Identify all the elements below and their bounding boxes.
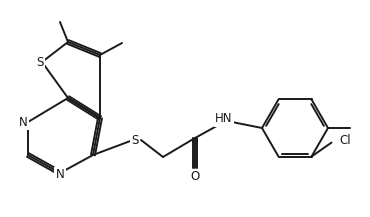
- Text: S: S: [36, 56, 44, 69]
- Text: N: N: [18, 115, 27, 128]
- Text: O: O: [191, 171, 200, 184]
- Text: S: S: [131, 133, 139, 146]
- Text: HN: HN: [215, 112, 233, 125]
- Text: N: N: [56, 168, 64, 181]
- Text: Cl: Cl: [340, 134, 351, 147]
